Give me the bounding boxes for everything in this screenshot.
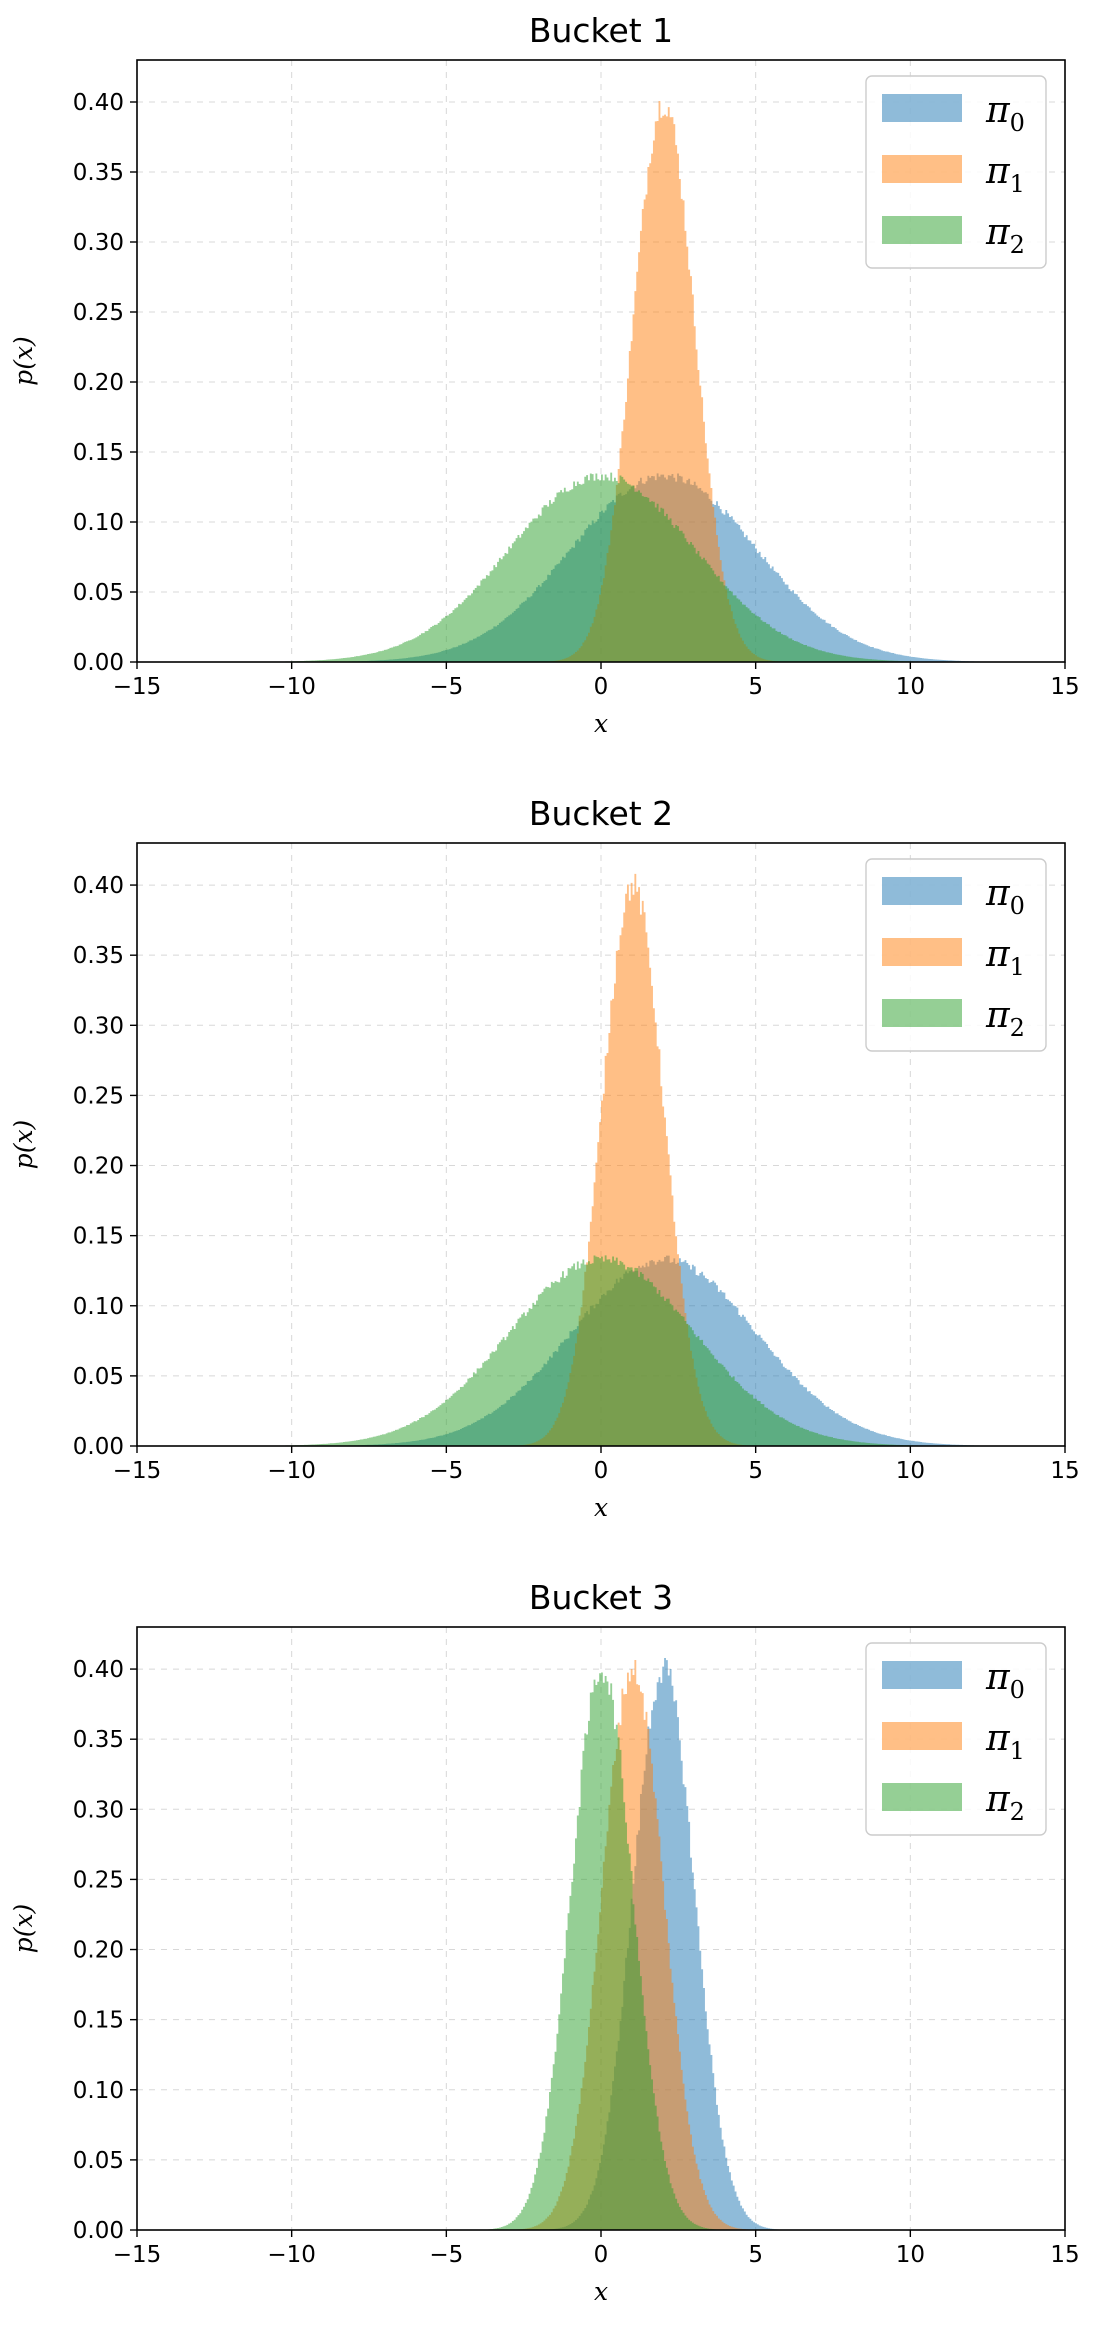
y-tick-label: 0.25 <box>73 1083 124 1109</box>
legend-swatch-pi1 <box>882 1722 962 1750</box>
y-tick-label: 0.35 <box>73 1727 124 1753</box>
y-tick-label: 0.10 <box>73 2078 124 2104</box>
y-tick-label: 0.15 <box>73 1224 124 1250</box>
series-areas <box>137 873 1065 1446</box>
x-tick-label: 5 <box>748 1458 763 1484</box>
y-tick-label: 0.00 <box>73 2218 124 2244</box>
y-tick-label: 0.20 <box>73 1938 124 1964</box>
y-tick-label: 0.20 <box>73 370 124 396</box>
y-axis-label: p(x) <box>9 1904 38 1954</box>
y-tick-label: 0.40 <box>73 1657 124 1683</box>
x-axis: −15 −10 −5 0 5 10 15 <box>113 1446 1080 1484</box>
x-tick-label: −15 <box>113 2242 162 2268</box>
legend-subscript: 0 <box>1010 1676 1025 1704</box>
y-tick-label: 0.10 <box>73 1294 124 1320</box>
x-tick-label: −15 <box>113 674 162 700</box>
legend-subscript: 0 <box>1010 892 1025 920</box>
x-tick-label: −10 <box>267 1458 316 1484</box>
y-tick-label: 0.10 <box>73 510 124 536</box>
legend-subscript: 2 <box>1010 231 1025 259</box>
y-tick-label: 0.30 <box>73 1797 124 1823</box>
chart-title: Bucket 1 <box>529 11 673 50</box>
y-tick-label: 0.40 <box>73 90 124 116</box>
y-tick-label: 0.20 <box>73 1154 124 1180</box>
x-tick-label: −10 <box>267 2242 316 2268</box>
x-tick-label: 10 <box>896 2242 925 2268</box>
x-tick-label: 0 <box>594 2242 609 2268</box>
legend-swatch-pi2 <box>882 999 962 1027</box>
x-tick-label: 5 <box>748 674 763 700</box>
y-tick-label: 0.30 <box>73 230 124 256</box>
legend-subscript: 1 <box>1010 170 1025 198</box>
subplot-2: −15 −10 −5 0 5 10 150.000.050.100.150.200.250.… <box>9 794 1080 1522</box>
y-tick-label: 0.05 <box>73 2148 124 2174</box>
legend-label-pi0: π0 <box>985 1657 1025 1704</box>
x-tick-label: −5 <box>429 1458 463 1484</box>
x-tick-label: 10 <box>896 674 925 700</box>
y-axis-label: p(x) <box>9 336 38 386</box>
series-area-pi1 <box>137 873 1065 1446</box>
chart-title: Bucket 2 <box>529 794 673 833</box>
legend-subscript: 2 <box>1010 1014 1025 1042</box>
x-tick-label: 5 <box>748 2242 763 2268</box>
series-area-pi2 <box>137 1255 1065 1446</box>
y-tick-label: 0.25 <box>73 300 124 326</box>
y-axis: 0.00 0.05 0.10 0.15 0.20 0.25 0.30 0.35 0.40 <box>73 873 137 1460</box>
y-tick-label: 0.00 <box>73 650 124 676</box>
y-tick-label: 0.40 <box>73 873 124 899</box>
legend-swatch-pi0 <box>882 877 962 905</box>
y-axis: 0.00 0.05 0.10 0.15 0.20 0.25 0.30 0.35 0.40 <box>73 1657 137 2244</box>
chart-title: Bucket 3 <box>529 1578 673 1617</box>
y-axis-label: p(x) <box>9 1120 38 1170</box>
x-axis-label: x <box>594 1493 608 1522</box>
legend-subscript: 1 <box>1010 1737 1025 1765</box>
legend-swatch-pi2 <box>882 216 962 244</box>
legend-swatch-pi0 <box>882 94 962 122</box>
legend-swatch-pi1 <box>882 938 962 966</box>
y-axis: 0.00 0.05 0.10 0.15 0.20 0.25 0.30 0.35 0.40 <box>73 90 137 676</box>
x-tick-label: 15 <box>1050 2242 1079 2268</box>
y-tick-label: 0.25 <box>73 1867 124 1893</box>
y-tick-label: 0.35 <box>73 160 124 186</box>
legend-swatch-pi2 <box>882 1783 962 1811</box>
series-area-pi2 <box>137 472 1065 662</box>
x-axis: −15 −10 −5 0 5 10 15 <box>113 2230 1080 2268</box>
legend-subscript: 0 <box>1010 109 1025 137</box>
x-axis-label: x <box>594 2277 608 2306</box>
x-tick-label: −5 <box>429 2242 463 2268</box>
y-tick-label: 0.05 <box>73 1364 124 1390</box>
legend-swatch-pi0 <box>882 1661 962 1689</box>
legend-swatch-pi1 <box>882 155 962 183</box>
x-tick-label: 15 <box>1050 674 1079 700</box>
x-tick-label: 15 <box>1050 1458 1079 1484</box>
subplot-1: −15 −10 −5 0 5 10 150.000.050.100.150.200.250.… <box>9 11 1080 738</box>
x-tick-label: 0 <box>594 674 609 700</box>
x-axis: −15 −10 −5 0 5 10 15 <box>113 662 1080 700</box>
x-tick-label: −5 <box>429 674 463 700</box>
x-tick-label: 10 <box>896 1458 925 1484</box>
legend-subscript: 1 <box>1010 953 1025 981</box>
subplot-3: −15 −10 −5 0 5 10 150.000.050.100.150.200.250.… <box>9 1578 1080 2306</box>
y-tick-label: 0.05 <box>73 580 124 606</box>
x-tick-label: −15 <box>113 1458 162 1484</box>
series-area-pi2 <box>137 1672 1065 2230</box>
x-tick-label: 0 <box>594 1458 609 1484</box>
y-tick-label: 0.15 <box>73 440 124 466</box>
y-tick-label: 0.35 <box>73 943 124 969</box>
x-axis-label: x <box>594 709 608 738</box>
series-areas <box>137 1658 1065 2230</box>
legend-subscript: 2 <box>1010 1798 1025 1826</box>
y-tick-label: 0.00 <box>73 1434 124 1460</box>
series-areas <box>137 101 1065 662</box>
x-tick-label: −10 <box>267 674 316 700</box>
y-tick-label: 0.30 <box>73 1013 124 1039</box>
y-tick-label: 0.15 <box>73 2008 124 2034</box>
